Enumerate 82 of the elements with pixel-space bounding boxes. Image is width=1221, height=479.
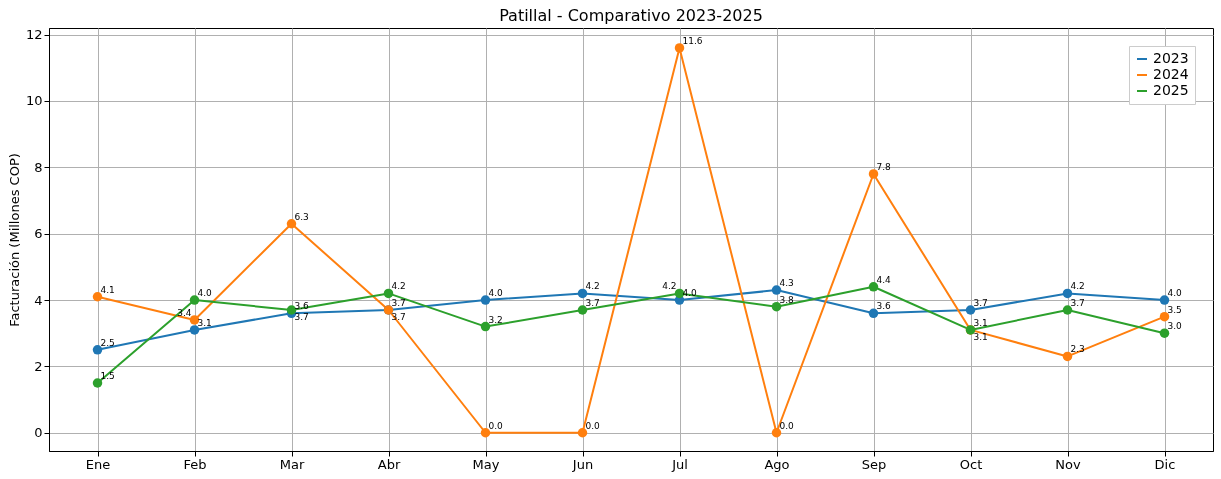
point xyxy=(286,219,297,229)
point xyxy=(189,295,200,305)
data-label: 4.2 xyxy=(1070,281,1085,292)
point xyxy=(92,378,103,388)
data-label: 3.2 xyxy=(488,314,503,325)
point xyxy=(771,301,782,312)
data-label: 4.2 xyxy=(662,281,677,292)
data-label: 3.8 xyxy=(779,294,795,305)
point xyxy=(1159,328,1170,338)
point xyxy=(868,308,879,319)
x-tick-label: Mar xyxy=(279,456,305,472)
y-tick-label: 0 xyxy=(34,425,43,441)
data-label: 11.6 xyxy=(682,35,703,46)
y-axis-title: Facturación (Millones COP) xyxy=(6,153,22,327)
point xyxy=(577,288,588,299)
x-tick-label: Ene xyxy=(85,456,111,472)
data-label: 3.1 xyxy=(197,317,212,328)
point xyxy=(1062,288,1073,299)
chart-title: Patillal - Comparativo 2023-2025 xyxy=(499,6,763,25)
x-tick-label: May xyxy=(472,456,500,472)
x-tick-label: Ago xyxy=(764,456,790,472)
x-tick-label: Feb xyxy=(183,456,207,472)
point xyxy=(92,292,103,302)
data-label: 4.0 xyxy=(197,288,213,299)
point xyxy=(1062,305,1073,315)
point xyxy=(92,345,103,355)
point xyxy=(1159,295,1170,305)
legend-label: 2023 xyxy=(1153,50,1189,66)
point xyxy=(1159,311,1170,322)
point xyxy=(965,305,976,315)
y-tick-label: 2 xyxy=(34,358,43,374)
y-tick-label: 12 xyxy=(25,27,43,43)
x-tick-label: Dic xyxy=(1154,456,1176,472)
data-label: 0.0 xyxy=(585,420,601,431)
data-label: 3.6 xyxy=(876,301,892,312)
point xyxy=(771,285,782,295)
point xyxy=(1062,351,1073,362)
y-tick-label: 6 xyxy=(34,226,43,242)
data-label: 4.2 xyxy=(585,281,600,292)
x-tick-label: Abr xyxy=(377,456,401,472)
data-label: 4.0 xyxy=(1167,288,1183,299)
point xyxy=(577,305,588,315)
point xyxy=(480,321,491,332)
point xyxy=(480,295,491,305)
data-label: 3.7 xyxy=(391,298,406,308)
y-tick-label: 8 xyxy=(34,159,43,175)
x-tick-label: Oct xyxy=(959,456,983,472)
point xyxy=(868,169,879,179)
data-label: 3.7 xyxy=(585,298,600,308)
data-label: 4.2 xyxy=(391,281,406,292)
x-tick-label: Sep xyxy=(861,456,887,472)
data-label: 0.0 xyxy=(779,420,795,431)
data-label: 6.3 xyxy=(294,211,309,222)
data-label: 2.3 xyxy=(1070,344,1085,355)
point xyxy=(480,428,491,438)
data-label: 3.7 xyxy=(1070,298,1085,308)
data-label: 4.1 xyxy=(100,284,115,295)
y-tick-label: 10 xyxy=(25,93,43,109)
x-tick-label: Jul xyxy=(671,456,688,472)
point xyxy=(868,282,879,292)
y-tick-label: 4 xyxy=(34,292,43,308)
data-label: 3.1 xyxy=(973,317,988,328)
data-label: 3.7 xyxy=(294,312,309,322)
data-label: 2.5 xyxy=(100,337,115,348)
data-label: 0.0 xyxy=(488,420,504,431)
data-label: 4.4 xyxy=(876,274,892,285)
point xyxy=(577,428,588,438)
point xyxy=(674,43,685,53)
point xyxy=(383,288,394,299)
data-label: 4.3 xyxy=(779,278,794,289)
legend-label: 2024 xyxy=(1153,66,1189,82)
data-label: 3.1 xyxy=(973,331,988,342)
point xyxy=(189,325,200,335)
data-label: 7.8 xyxy=(876,161,892,172)
legend-label: 2025 xyxy=(1153,82,1189,98)
point xyxy=(771,428,782,438)
x-tick-label: Nov xyxy=(1055,456,1081,472)
data-label: 3.0 xyxy=(1167,321,1183,332)
data-label: 3.7 xyxy=(973,298,988,308)
x-tick-label: Jun xyxy=(571,456,594,472)
data-label: 4.0 xyxy=(488,288,504,299)
data-label: 3.5 xyxy=(1167,304,1182,315)
